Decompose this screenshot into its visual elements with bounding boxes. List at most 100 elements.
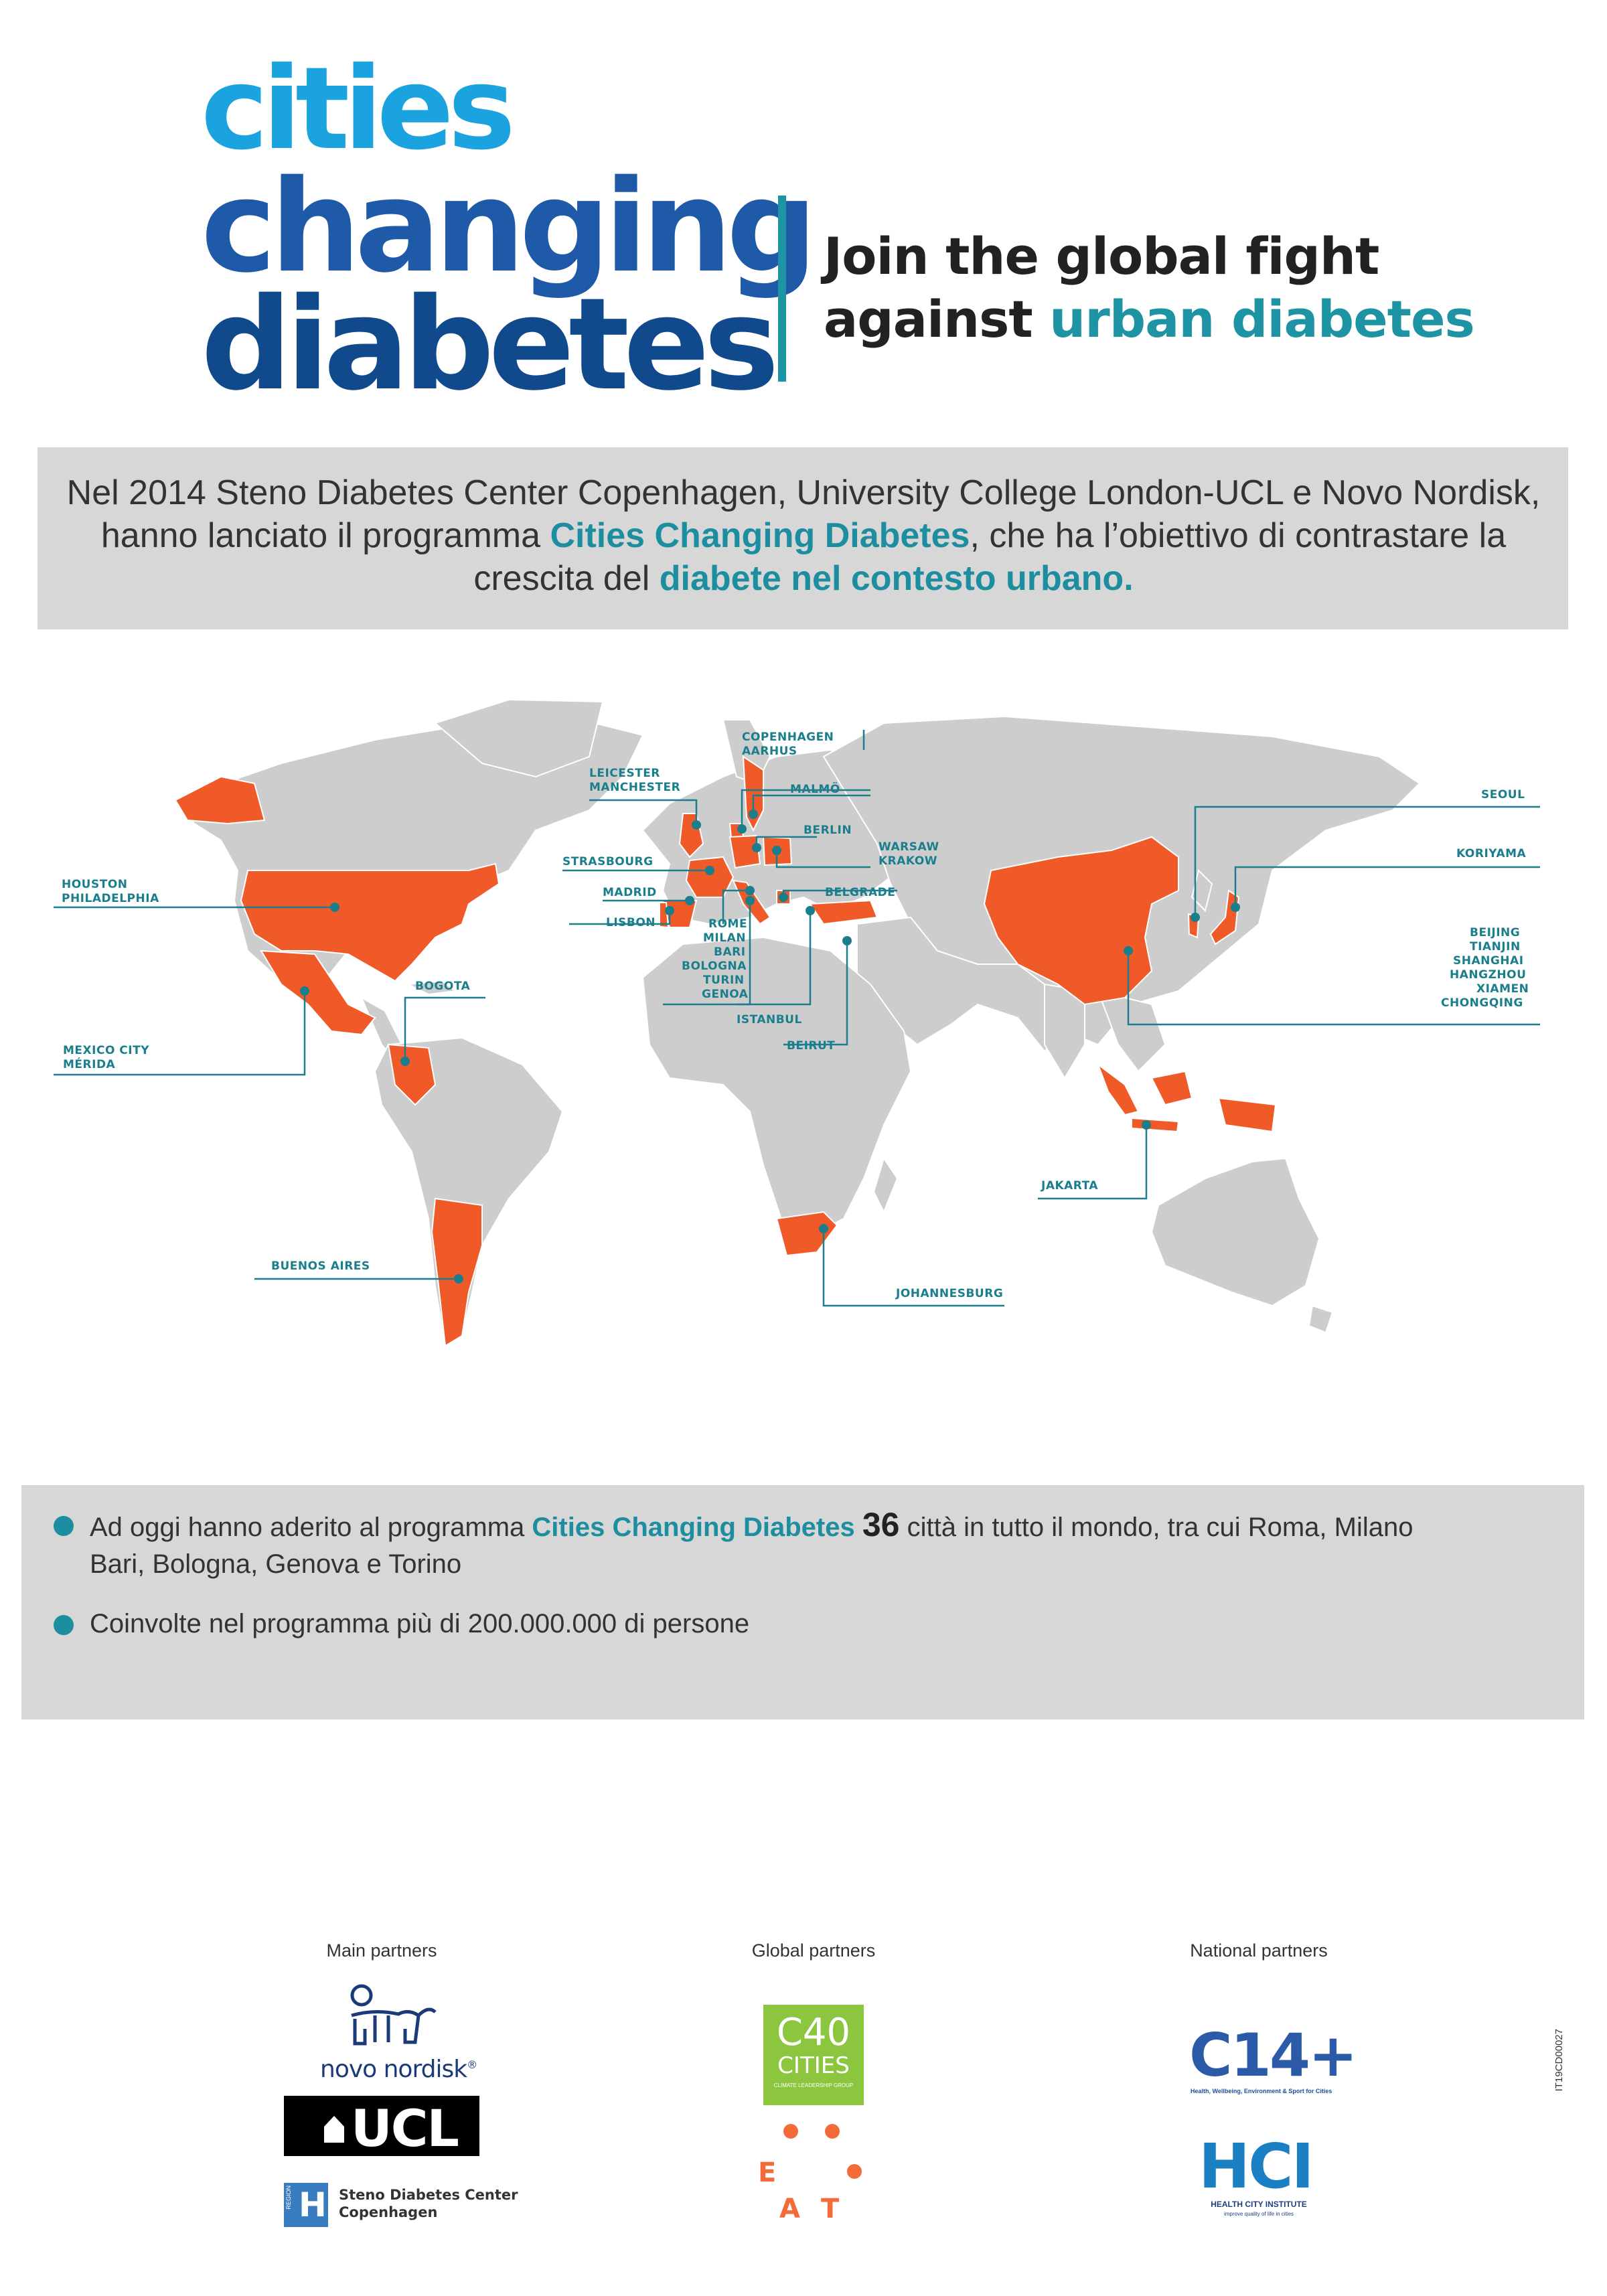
c14-subtitle: Health, Wellbeing, Environment & Sport f…	[1191, 2088, 1332, 2094]
facts-band	[21, 1485, 1584, 1719]
label-strasbourg: STRASBOURG	[562, 855, 654, 868]
bullet-2	[54, 1615, 74, 1635]
ucl-logo: UCL	[284, 2096, 479, 2158]
dot-beijing	[1124, 946, 1133, 955]
logo-cities: cities	[201, 43, 516, 175]
country-indonesia	[1096, 1063, 1140, 1116]
dot-mexico-city	[300, 986, 309, 996]
dot-bogota	[400, 1057, 410, 1066]
dot-buenos-aires	[454, 1274, 463, 1284]
intro-highlight1: Cities Changing Diabetes	[550, 516, 970, 555]
country-mexico	[260, 949, 376, 1036]
dot-leicester	[692, 820, 701, 830]
ucl-wordmark: UCL	[351, 2098, 459, 2158]
label-turin: TURIN	[703, 974, 745, 987]
label-berlin: BERLIN	[804, 824, 852, 837]
global-partners-title: Global partners	[751, 1940, 876, 1961]
label-tianjin: TIANJIN	[1470, 940, 1521, 953]
country-papua	[1217, 1097, 1277, 1133]
dot-strasbourg	[705, 866, 714, 875]
country-alaska	[174, 775, 266, 825]
city-dots	[300, 810, 1240, 1284]
country-usa	[240, 862, 500, 982]
novo-nordisk-logo: novo nordisk®	[320, 2056, 477, 2083]
country-turkey	[809, 899, 878, 925]
eat-a: A	[779, 2194, 800, 2224]
novo-nordisk-apis-icon	[350, 1984, 437, 2046]
novo-nordisk-wordmark: novo nordisk	[320, 2056, 467, 2083]
label-houston: HOUSTON	[62, 878, 128, 891]
label-xiamen: XIAMEN	[1476, 982, 1529, 996]
label-bogota: BOGOTA	[415, 980, 471, 993]
label-bari: BARI	[714, 945, 746, 959]
tagline-highlight: urban diabetes	[1049, 289, 1475, 349]
eat-dot-2	[825, 2124, 840, 2139]
label-buenos-aires: BUENOS AIRES	[271, 1259, 370, 1273]
intro-highlight2: diabete nel contesto urbano	[659, 559, 1124, 598]
label-beijing: BEIJING	[1470, 926, 1520, 939]
label-madrid: MADRID	[603, 886, 657, 899]
country-argentina	[431, 1197, 483, 1347]
dot-houston	[330, 903, 339, 912]
label-johannesburg: JOHANNESBURG	[895, 1287, 1003, 1300]
logo-diabetes: diabetes	[201, 271, 779, 418]
label-aarhus: AARHUS	[742, 745, 797, 758]
novo-nordisk-reg: ®	[467, 2058, 477, 2071]
logo-changing: changing	[201, 153, 818, 301]
tagline-line1: Join the global fight	[824, 226, 1379, 286]
city-labels: COPENHAGEN AARHUS LEICESTER MANCHESTER M…	[62, 731, 1529, 1300]
dot-madrid	[685, 896, 694, 905]
label-koriyama: KORIYAMA	[1456, 847, 1527, 860]
dot-jakarta	[1142, 1120, 1151, 1130]
country-java	[1131, 1117, 1180, 1133]
label-merida: MÉRIDA	[63, 1057, 116, 1071]
fact-1: Ad oggi hanno aderito al programma Citie…	[90, 1505, 1413, 1547]
dot-berlin	[752, 843, 761, 852]
label-jakarta: JAKARTA	[1041, 1179, 1098, 1193]
label-malmo: MALMÖ	[790, 781, 840, 796]
country-borneo	[1150, 1070, 1193, 1106]
steno-logo-text: Steno Diabetes Center Copenhagen	[339, 2186, 518, 2221]
label-seoul: SEOUL	[1481, 788, 1525, 801]
country-sweden	[742, 755, 764, 832]
tagline-line2: against urban diabetes	[824, 289, 1475, 349]
steno-region-text: REGION	[285, 2186, 292, 2210]
eat-dot-3	[847, 2164, 862, 2179]
country-colombia	[387, 1043, 437, 1106]
hci-line2: improve quality of life in cities	[1223, 2211, 1294, 2217]
document-code-box: IT19CD00027	[1553, 2029, 1574, 2136]
fact-2: Coinvolte nel programma più di 200.000.0…	[90, 1609, 750, 1638]
eat-e: E	[758, 2157, 777, 2188]
main-partners-title: Main partners	[326, 1940, 437, 1961]
fact-1-line2: Bari, Bologna, Genova e Torino	[90, 1549, 462, 1579]
label-beirut: BEIRUT	[787, 1039, 835, 1053]
label-chongqing: CHONGQING	[1441, 996, 1523, 1010]
hci-line1: HEALTH CITY INSTITUTE	[1211, 2200, 1307, 2209]
steno-h-glyph: H	[299, 2186, 327, 2224]
dot-malmo	[749, 810, 758, 819]
country-south-africa	[775, 1211, 838, 1257]
label-philadelphia: PHILADELPHIA	[62, 892, 159, 905]
fact1-part1: Ad oggi hanno aderito al programma	[90, 1513, 532, 1542]
dot-warsaw	[772, 846, 781, 855]
dot-copenhagen	[737, 824, 747, 834]
label-shanghai: SHANGHAI	[1453, 954, 1524, 968]
label-istanbul: ISTANBUL	[737, 1013, 802, 1026]
steno-line2: Copenhagen	[339, 2204, 438, 2220]
dot-lisbon	[665, 906, 674, 915]
label-manchester: MANCHESTER	[589, 781, 680, 794]
dot-beirut	[842, 936, 852, 945]
document-code: IT19CD00027	[1553, 2029, 1565, 2092]
ucl-portico-icon	[324, 2116, 344, 2143]
label-hangzhou: HANGZHOU	[1450, 968, 1526, 982]
bullet-1	[54, 1516, 74, 1536]
label-bologna: BOLOGNA	[682, 960, 747, 973]
c14-logo: C14+	[1189, 2026, 1358, 2085]
land-highlight	[174, 755, 1277, 1347]
label-krakow: KRAKOW	[878, 854, 937, 868]
label-belgrade: BELGRADE	[825, 886, 895, 899]
fact1-part2: città in tutto il mondo, tra cui Roma, M…	[899, 1513, 1413, 1542]
fact1-highlight: Cities Changing Diabetes	[532, 1513, 855, 1542]
label-mexico-city: MEXICO CITY	[63, 1044, 149, 1057]
c14-wordmark: C14+	[1189, 2021, 1358, 2090]
